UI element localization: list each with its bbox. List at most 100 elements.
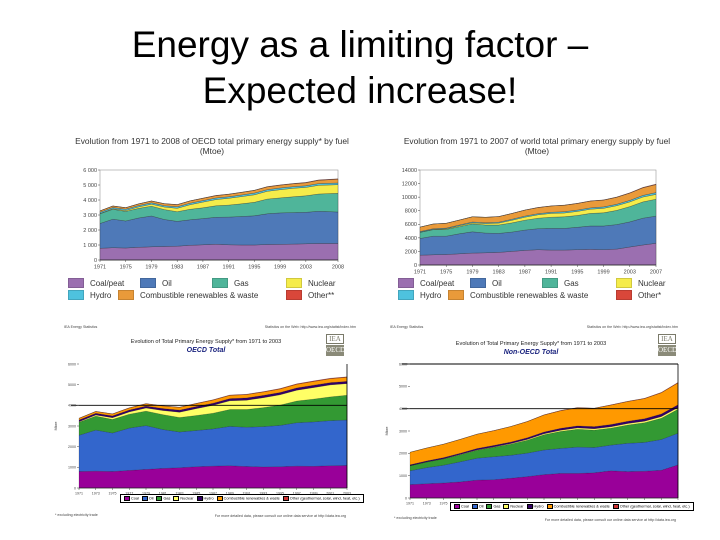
footer-right: For more detailed data, please consult o… (544, 518, 676, 522)
legend-item-combustible-renewables-waste: Combustible renewables & waste (216, 496, 280, 501)
x-tick-label: 1989 (226, 492, 234, 496)
legend-swatch (286, 278, 302, 288)
x-tick-label: 1995 (248, 265, 260, 271)
legend-label: Coal (131, 496, 139, 501)
legend-item-gas: Gas (542, 278, 579, 288)
legend-label: Other* (638, 290, 662, 300)
x-tick-label: 1975 (440, 270, 452, 276)
legend-swatch (286, 290, 302, 300)
legend-item-hydro: Hydro (526, 504, 544, 509)
footer-right: For more detailed data, please consult o… (214, 514, 346, 518)
legend-item-coal: Coal (124, 496, 139, 501)
x-tick-label: 1987 (197, 265, 209, 271)
legend-label: Combustible renewables & waste (553, 504, 610, 509)
y-tick-label: 0 (414, 263, 417, 269)
legend-swatch (616, 290, 632, 300)
legend-swatch (282, 496, 289, 501)
legend-item-gas: Gas (212, 278, 249, 288)
legend-swatch (212, 278, 228, 288)
slide-title-line1: Energy as a limiting factor – (131, 24, 589, 65)
legend-label: Oil (478, 504, 484, 509)
legend-item-nuclear: Nuclear (286, 278, 336, 288)
y-tick-label: 3000 (399, 429, 407, 433)
legend-label: Coal/peat (90, 278, 125, 288)
chart-oecd-1971-2008: Evolution from 1971 to 2008 of OECD tota… (62, 128, 362, 313)
legend-item-nuclear: Nuclear (503, 504, 524, 509)
header-left: IEA Energy Statistics (390, 325, 424, 329)
x-tick-label: 1995 (276, 492, 284, 496)
x-tick-label: 2003 (300, 265, 312, 271)
legend-swatch (173, 496, 180, 501)
x-tick-label: 1977 (125, 492, 133, 496)
chart-title: Evolution from 1971 to 2008 of OECD tota… (75, 136, 349, 156)
legend-item-oil: Oil (470, 278, 502, 288)
legend-label: Hydro (90, 290, 112, 300)
legend-item-other: Other** (286, 290, 334, 300)
legend-label: Oil (492, 278, 502, 288)
legend-swatch (526, 504, 533, 509)
chart-title: Evolution of Total Primary Energy Supply… (130, 339, 282, 345)
legend-item-oil: Oil (141, 496, 154, 501)
x-tick-label: 1973 (423, 502, 431, 506)
x-tick-label: 2003 (343, 492, 351, 496)
x-tick-label: 1979 (142, 492, 150, 496)
y-axis-label: Mtoe (53, 421, 58, 431)
x-tick-label: 1985 (192, 492, 200, 496)
x-tick-label: 1987 (209, 492, 217, 496)
header-left: IEA Energy Statistics (64, 325, 98, 329)
x-tick-label: 1999 (597, 270, 609, 276)
y-tick-label: 4000 (399, 407, 407, 411)
legend-swatch (612, 504, 619, 509)
chart-plot: 0100020003000400050006000197119731975197… (384, 362, 682, 506)
x-tick-label: 1971 (75, 492, 83, 496)
legend-item-combustible-renewables-waste: Combustible renewables & waste (448, 290, 588, 300)
y-tick-label: 0 (405, 496, 407, 500)
x-tick-label: 1987 (519, 270, 531, 276)
legend-label: Other (geothermal, solar, wind, heat, et… (289, 496, 360, 501)
x-tick-label: 1995 (571, 270, 583, 276)
x-tick-label: 2003 (624, 270, 636, 276)
chart-oecd-total-1971-2003: IEA Energy Statistics Statistics on the … (50, 322, 364, 530)
y-tick-label: 14000 (402, 168, 417, 174)
y-tick-label: 1000 (399, 474, 407, 478)
y-tick-label: 1 000 (83, 243, 97, 249)
legend-swatch (471, 504, 478, 509)
y-tick-label: 10000 (402, 195, 417, 201)
x-tick-label: 2007 (650, 270, 662, 276)
legend-item-other: Other* (616, 290, 661, 300)
chart-plot: 0 1 000 2 000 3 000 4 000 5 000 6 000 1971 1975 1… (83, 168, 344, 271)
x-tick-label: 1971 (94, 265, 106, 271)
legend-label: Other (geothermal, solar, wind, heat, et… (619, 504, 690, 509)
legend-swatch (454, 504, 460, 509)
legend-label: Nuclear (308, 278, 336, 288)
x-tick-label: 2001 (326, 492, 334, 496)
x-tick-label: 1991 (243, 492, 251, 496)
legend-item-nuclear: Nuclear (616, 278, 666, 288)
x-tick-label: 1983 (493, 270, 505, 276)
legend-swatch (398, 290, 414, 300)
legend-swatch (503, 504, 510, 509)
y-tick-label: 2000 (399, 452, 407, 456)
iea-logo: IEA OECD (658, 334, 678, 356)
legend-label: Coal (461, 504, 469, 509)
y-tick-label: 6000 (399, 362, 407, 366)
y-axis-label: Mtoe (384, 426, 389, 436)
y-tick-label: 0 (74, 486, 76, 490)
legend-label: Gas (163, 496, 171, 501)
legend-item-hydro: Hydro (398, 290, 441, 300)
x-tick-label: 1975 (109, 492, 117, 496)
x-tick-label: 1971 (414, 270, 426, 276)
legend-swatch (124, 496, 130, 501)
chart-legend: Coal Oil Gas Nuclear Hydro Combustible renewa… (450, 502, 694, 511)
legend-swatch (141, 496, 148, 501)
x-tick-label: 1979 (145, 265, 157, 271)
y-tick-label: 4 000 (83, 198, 97, 204)
y-tick-label: 4000 (68, 404, 76, 408)
chart-plot: 0100020003000400050006000197119731975197… (53, 362, 351, 496)
y-tick-label: 4000 (405, 236, 417, 242)
legend-item-coal-peat: Coal/peat (398, 278, 454, 288)
legend-label: Oil (148, 496, 154, 501)
legend-swatch (448, 290, 464, 300)
legend-swatch (546, 504, 553, 509)
x-tick-label: 1999 (274, 265, 286, 271)
